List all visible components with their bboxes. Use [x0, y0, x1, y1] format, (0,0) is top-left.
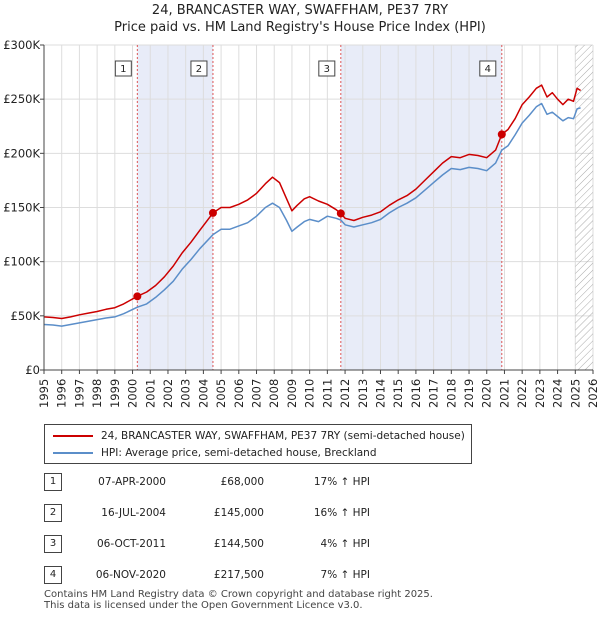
x-tick-label: 2021 — [497, 379, 511, 408]
sale-label-box — [114, 60, 132, 77]
transaction-date: 06-NOV-2020 — [95, 569, 166, 581]
legend-hpi-swatch — [53, 452, 93, 454]
x-tick-label: 2014 — [373, 379, 387, 408]
y-tick-label: £0 — [25, 363, 40, 377]
y-tick-label: £300K — [3, 38, 40, 52]
chart-title-line1: 24, BRANCASTER WAY, SWAFFHAM, PE37 7RY — [151, 3, 449, 18]
x-tick-label: 2000 — [126, 379, 140, 408]
x-tick-label: 1996 — [55, 379, 69, 408]
footer-line2: This data is licensed under the Open Gov… — [44, 600, 363, 611]
sale-label: 1 — [120, 64, 126, 75]
transaction-number: 2 — [44, 504, 62, 522]
x-tick-label: 2010 — [303, 379, 317, 408]
x-tick-label: 2022 — [515, 379, 529, 408]
x-tick-label: 1997 — [72, 379, 86, 408]
y-tick-label: £250K — [3, 92, 40, 106]
transaction-number: 4 — [44, 566, 62, 584]
y-tick-label: £200K — [3, 146, 40, 160]
transaction-row: 2 16-JUL-2004 £145,000 16% ↑ HPI — [44, 503, 464, 523]
x-tick-label: 2026 — [586, 379, 600, 408]
footer: Contains HM Land Registry data © Crown c… — [44, 589, 433, 611]
y-tick-label: £50K — [11, 309, 41, 323]
transaction-hpi-diff: 16% ↑ HPI — [313, 507, 370, 519]
x-tick-label: 2016 — [409, 379, 423, 408]
transaction-number: 1 — [44, 473, 62, 491]
sale-label-box — [479, 60, 497, 77]
property-price-line — [43, 84, 581, 320]
chart-title: 24, BRANCASTER WAY, SWAFFHAM, PE37 7RY P… — [0, 2, 600, 36]
x-tick-label: 2025 — [568, 379, 582, 408]
sale-point — [208, 208, 217, 217]
x-tick-label: 2008 — [267, 379, 281, 408]
x-tick-label: 2013 — [356, 379, 370, 408]
chart-title-line2: Price paid vs. HM Land Registry's House … — [114, 20, 486, 35]
x-tick-label: 2012 — [338, 379, 352, 408]
legend-property-label: 24, BRANCASTER WAY, SWAFFHAM, PE37 7RY (… — [101, 430, 465, 442]
future-hatch-region — [575, 45, 593, 370]
legend: 24, BRANCASTER WAY, SWAFFHAM, PE37 7RY (… — [44, 424, 472, 464]
transaction-row: 1 07-APR-2000 £68,000 17% ↑ HPI — [44, 472, 464, 492]
price-chart: 1 2 3 4 £0 £50K £100K £150K £200K £250K £300K 1995… — [3, 38, 600, 408]
transaction-hpi-diff: 17% ↑ HPI — [313, 476, 370, 488]
legend-property-swatch — [53, 435, 93, 437]
x-tick-label: 2020 — [480, 379, 494, 408]
legend-item-property: 24, BRANCASTER WAY, SWAFFHAM, PE37 7RY (… — [53, 428, 465, 444]
x-tick-label: 2004 — [196, 379, 210, 408]
x-tick-label: 2002 — [161, 379, 175, 408]
x-tick-label: 2019 — [462, 379, 476, 408]
x-tick-label: 2011 — [320, 379, 334, 408]
legend-hpi-label: HPI: Average price, semi-detached house,… — [101, 447, 377, 459]
transaction-hpi-diff: 4% ↑ HPI — [320, 538, 370, 550]
y-tick-label: £150K — [3, 201, 40, 215]
transaction-price: £145,000 — [213, 507, 264, 519]
legend-item-hpi: HPI: Average price, semi-detached house,… — [53, 445, 377, 461]
x-tick-label: 1998 — [90, 379, 104, 408]
sale-label-box — [318, 60, 336, 77]
x-tick-label: 2006 — [232, 379, 246, 408]
y-tick-label: £100K — [3, 255, 40, 269]
transaction-row: 4 06-NOV-2020 £217,500 7% ↑ HPI — [44, 565, 464, 585]
x-tick-label: 2003 — [179, 379, 193, 408]
x-tick-label: 2009 — [285, 379, 299, 408]
transaction-date: 06-OCT-2011 — [97, 538, 166, 550]
transaction-number: 3 — [44, 535, 62, 553]
sale-point — [497, 130, 506, 139]
x-tick-label: 1995 — [37, 379, 51, 408]
x-tick-label: 2017 — [427, 379, 441, 408]
x-tick-label: 2018 — [444, 379, 458, 408]
x-tick-label: 2015 — [391, 379, 405, 408]
transaction-price: £217,500 — [213, 569, 264, 581]
sale-point — [133, 292, 142, 301]
x-tick-label: 2024 — [551, 379, 565, 408]
sale-label: 3 — [324, 64, 330, 75]
hpi-line — [43, 102, 581, 327]
transaction-hpi-diff: 7% ↑ HPI — [320, 569, 370, 581]
sale-label: 4 — [485, 64, 491, 75]
transaction-price: £68,000 — [220, 476, 264, 488]
x-tick-label: 2001 — [143, 379, 157, 408]
sale-point — [336, 209, 345, 218]
sale-label: 2 — [196, 64, 202, 75]
transaction-row: 3 06-OCT-2011 £144,500 4% ↑ HPI — [44, 534, 464, 554]
x-tick-label: 2005 — [214, 379, 228, 408]
sale-label-box — [190, 60, 208, 77]
x-tick-label: 2023 — [533, 379, 547, 408]
transaction-date: 07-APR-2000 — [98, 476, 166, 488]
x-tick-label: 2007 — [250, 379, 264, 408]
transaction-price: £144,500 — [213, 538, 264, 550]
footer-line1: Contains HM Land Registry data © Crown c… — [44, 589, 433, 600]
transaction-date: 16-JUL-2004 — [101, 507, 166, 519]
x-tick-label: 1999 — [108, 379, 122, 408]
